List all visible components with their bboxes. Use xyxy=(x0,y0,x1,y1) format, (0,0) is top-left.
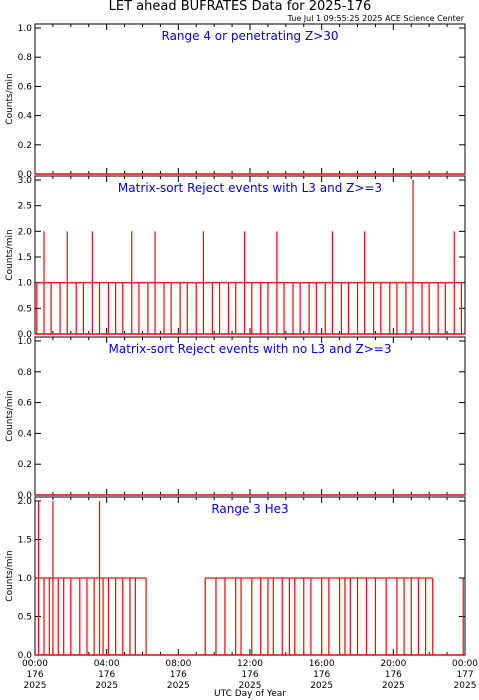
x-tick-year: 2025 xyxy=(167,681,190,691)
x-tick-doy: 176 xyxy=(313,670,330,680)
y-tick-label: 1.0 xyxy=(18,574,33,584)
y-tick-label: 0.0 xyxy=(18,330,33,340)
timestamp-stamp: Tue Jul 1 09:55:25 2025 ACE Science Cent… xyxy=(287,14,465,23)
x-tick-doy: 176 xyxy=(98,670,115,680)
x-tick-year: 2025 xyxy=(454,681,477,691)
x-axis-title: UTC Day of Year xyxy=(214,689,286,699)
x-tick-time: 04:00 xyxy=(94,659,120,669)
y-axis-label: Counts/min xyxy=(5,73,15,124)
y-tick-label: 0.8 xyxy=(18,53,33,63)
y-tick-label: 0.4 xyxy=(18,429,33,439)
x-tick-doy: 176 xyxy=(170,670,187,680)
panel-frame xyxy=(34,336,466,496)
x-tick-time: 20:00 xyxy=(380,659,406,669)
panel-title: Range 4 or penetrating Z>30 xyxy=(162,29,339,43)
x-tick-doy: 176 xyxy=(385,670,402,680)
x-tick-doy: 176 xyxy=(241,670,258,680)
y-tick-label: 0.6 xyxy=(18,399,33,409)
x-tick-year: 2025 xyxy=(95,681,118,691)
y-tick-label: 0.4 xyxy=(18,112,33,122)
y-tick-label: 1.0 xyxy=(18,24,33,34)
panel-4: 0.0 0.5 1.0 1.5 2.0 Counts/min Range 3 He3 00:0… xyxy=(5,496,478,691)
main-title: LET ahead BUFRATES Data for 2025-176 xyxy=(109,0,372,14)
x-tick-doy: 176 xyxy=(26,670,43,680)
panel-title: Matrix-sort Reject events with L3 and Z>… xyxy=(118,181,382,195)
y-tick-label: 0.5 xyxy=(18,613,32,623)
panel-1: 0.0 0.2 0.4 0.6 0.8 1.0 Counts/min Range 4 or p… xyxy=(5,23,466,180)
y-tick-label: 1.0 xyxy=(18,279,33,289)
x-tick-year: 2025 xyxy=(382,681,405,691)
x-tick-doy: 177 xyxy=(456,670,473,680)
y-tick-label: 0.8 xyxy=(18,368,33,378)
y-tick-label: 0.0 xyxy=(18,170,33,180)
x-tick-time: 16:00 xyxy=(309,659,335,669)
y-tick-label: 0.6 xyxy=(18,82,33,92)
y-tick-label: 0.2 xyxy=(18,141,32,151)
y-tick-label: 3.0 xyxy=(18,176,33,186)
panel-frame xyxy=(34,23,466,175)
x-tick-time: 12:00 xyxy=(237,659,263,669)
y-tick-label: 1.5 xyxy=(18,536,32,546)
panel-title: Matrix-sort Reject events with no L3 and… xyxy=(109,342,392,356)
x-tick-time: 08:00 xyxy=(165,659,191,669)
y-tick-label: 2.5 xyxy=(18,202,32,212)
y-tick-label: 0.0 xyxy=(18,491,33,501)
x-tick-time: 00:00 xyxy=(452,659,478,669)
x-tick-year: 2025 xyxy=(310,681,333,691)
y-tick-label: 1.5 xyxy=(18,253,32,263)
y-axis-label: Counts/min xyxy=(5,550,15,601)
y-tick-label: 2.0 xyxy=(18,497,33,507)
x-tick-year: 2025 xyxy=(239,681,262,691)
panel-3: 0.0 0.2 0.4 0.6 0.8 1.0 Counts/min Matrix-sort … xyxy=(5,336,466,501)
y-tick-label: 0.2 xyxy=(18,460,32,470)
x-tick-year: 2025 xyxy=(24,681,47,691)
y-tick-label: 1.0 xyxy=(18,337,33,347)
y-tick-label: 0.0 xyxy=(18,651,33,661)
x-tick-time: 00:00 xyxy=(22,659,48,669)
y-tick-label: 2.0 xyxy=(18,227,33,237)
y-axis-label: Counts/min xyxy=(5,390,15,441)
y-axis-label: Counts/min xyxy=(5,229,15,280)
panel-title: Range 3 He3 xyxy=(211,502,288,516)
panel-2: 0.0 0.5 1.0 1.5 2.0 2.5 3.0 Counts/min Matrix-so… xyxy=(5,175,466,340)
y-tick-label: 0.5 xyxy=(18,304,32,314)
